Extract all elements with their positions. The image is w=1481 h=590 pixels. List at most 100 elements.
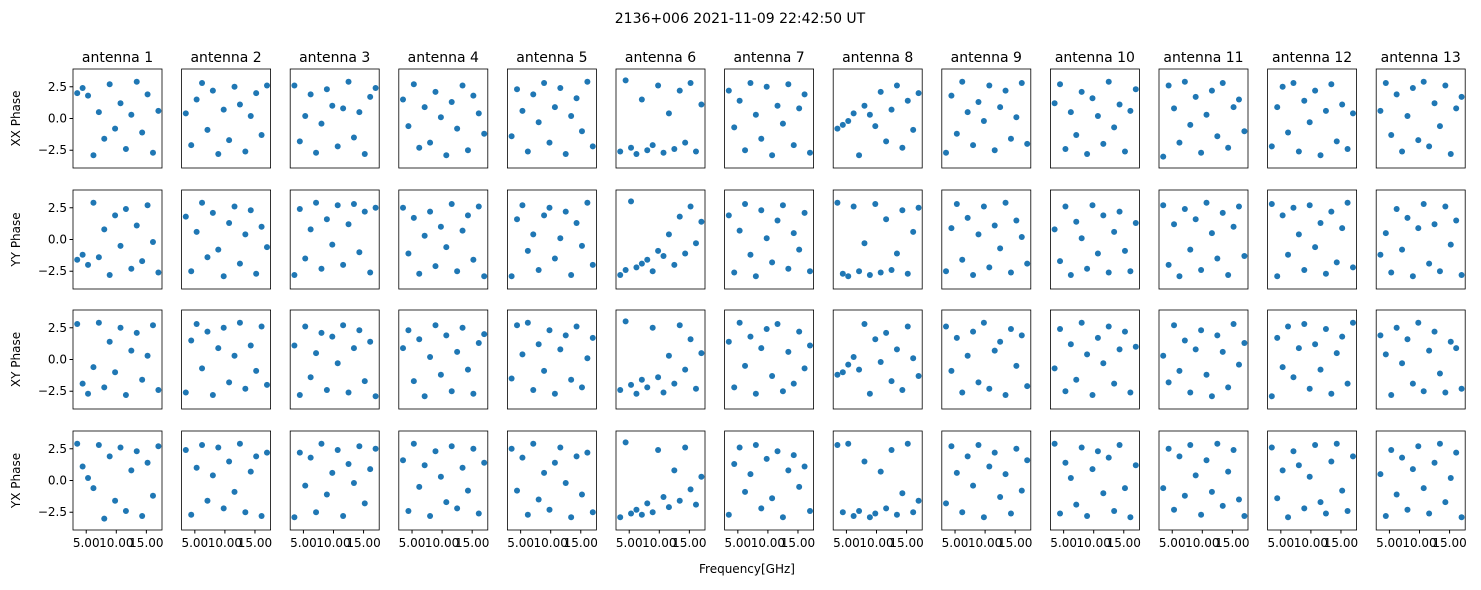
point (850, 203, 857, 210)
point (1279, 83, 1286, 90)
point (638, 260, 645, 267)
point (763, 83, 770, 90)
panel (289, 309, 380, 410)
point (149, 322, 156, 329)
point (964, 214, 971, 221)
point (562, 480, 569, 487)
point (90, 152, 97, 159)
point (671, 380, 678, 387)
point (122, 145, 129, 152)
point (519, 454, 526, 461)
point (1208, 393, 1215, 400)
point (231, 83, 238, 90)
point (628, 510, 635, 517)
point (725, 87, 732, 94)
point (584, 199, 591, 206)
point (448, 99, 455, 105)
point (953, 130, 960, 137)
point (1317, 366, 1324, 373)
point (372, 445, 379, 452)
point (676, 87, 683, 94)
point (644, 500, 651, 507)
point (1344, 145, 1351, 152)
point (1198, 327, 1205, 334)
point (1339, 487, 1346, 494)
point (410, 378, 417, 385)
point (247, 342, 254, 349)
point (1399, 360, 1406, 367)
point (959, 256, 966, 263)
point (578, 384, 585, 391)
point (1089, 466, 1096, 473)
x-tick-label: 15.00 (129, 536, 163, 550)
point (1002, 87, 1009, 94)
point (1219, 79, 1226, 86)
point (215, 246, 222, 253)
point (1225, 144, 1232, 151)
point (997, 494, 1004, 500)
point (877, 88, 884, 95)
point (1132, 343, 1139, 350)
point (970, 142, 977, 149)
point (883, 216, 890, 223)
panel-title: antenna 4 (408, 50, 479, 66)
point (329, 333, 336, 340)
x-tick-label: 10.00 (1294, 536, 1328, 550)
point (1127, 107, 1134, 114)
point (633, 264, 640, 271)
point (649, 268, 656, 275)
point (236, 260, 243, 267)
point (1094, 448, 1101, 455)
point (975, 231, 982, 238)
point (1160, 153, 1167, 160)
point (562, 151, 569, 158)
point (313, 199, 320, 206)
point (508, 273, 515, 280)
point (676, 213, 683, 220)
point (1105, 323, 1112, 330)
point (1312, 441, 1319, 448)
point (758, 207, 765, 214)
point (747, 471, 754, 478)
x-tick-label: 10.00 (1402, 536, 1436, 550)
point (296, 138, 303, 145)
point (980, 319, 987, 326)
point (1312, 341, 1319, 348)
point (1176, 139, 1183, 146)
point (74, 320, 81, 327)
point (470, 390, 477, 397)
point (628, 198, 635, 205)
point (400, 457, 407, 464)
point (736, 227, 743, 234)
point (991, 147, 998, 154)
point (649, 509, 656, 516)
point (943, 268, 950, 275)
point (638, 511, 645, 518)
point (437, 223, 444, 230)
point (95, 441, 102, 448)
point (1388, 447, 1395, 454)
point (698, 101, 705, 108)
point (1447, 338, 1454, 345)
point (101, 226, 108, 233)
point (149, 149, 156, 156)
x-tick-label: 10.00 (534, 536, 568, 550)
point (573, 95, 580, 102)
point (1018, 487, 1025, 494)
point (427, 208, 434, 215)
point (573, 323, 580, 330)
point (291, 342, 298, 349)
point (128, 467, 135, 474)
panel (506, 309, 597, 410)
point (481, 459, 488, 466)
point (1230, 104, 1237, 111)
y-tick-label: −2.5 (38, 384, 67, 398)
point (307, 91, 314, 98)
point (943, 500, 950, 507)
point (1349, 110, 1356, 117)
point (682, 366, 689, 373)
point (1235, 496, 1242, 503)
point (546, 139, 553, 146)
